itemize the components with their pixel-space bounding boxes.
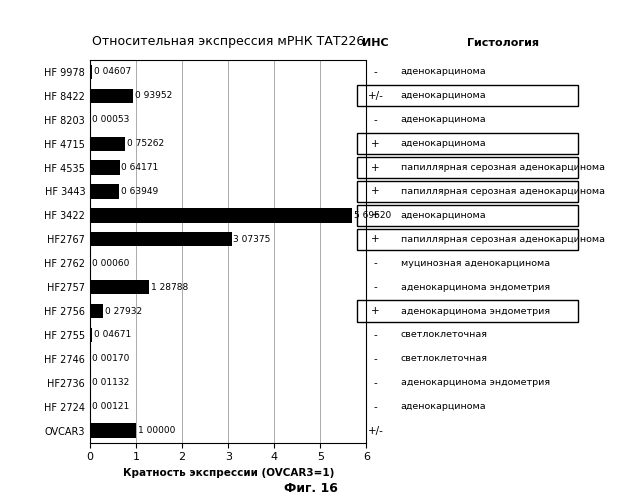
Bar <box>90 160 120 175</box>
Text: 5 69620: 5 69620 <box>354 211 391 220</box>
Text: +: + <box>371 210 380 220</box>
Text: 1 28788: 1 28788 <box>151 282 188 292</box>
Text: 3 07375: 3 07375 <box>233 235 271 244</box>
Text: светлоклеточная: светлоклеточная <box>401 330 487 340</box>
Text: аденокарцинома: аденокарцинома <box>401 402 486 411</box>
Bar <box>90 88 134 103</box>
Text: Относительная экспрессия мРНК ТАТ226: Относительная экспрессия мРНК ТАТ226 <box>92 34 365 48</box>
Text: +: + <box>371 138 380 148</box>
Bar <box>90 208 352 222</box>
Text: Гистология: Гистология <box>467 38 539 48</box>
Text: 0 63949: 0 63949 <box>121 187 158 196</box>
Text: папиллярная серозная аденокарцинома: папиллярная серозная аденокарцинома <box>401 187 605 196</box>
Text: 0 64171: 0 64171 <box>122 163 159 172</box>
Bar <box>90 184 119 198</box>
Text: -: - <box>374 67 378 77</box>
X-axis label: Кратность экспрессии (OVCAR3=1): Кратность экспрессии (OVCAR3=1) <box>122 468 334 478</box>
Text: аденокарцинома эндометрия: аденокарцинома эндометрия <box>401 306 550 316</box>
Bar <box>90 328 92 342</box>
Text: -: - <box>374 258 378 268</box>
Bar <box>90 304 103 318</box>
Text: 0 01132: 0 01132 <box>93 378 130 387</box>
Text: ИНС: ИНС <box>363 38 389 48</box>
Text: Фиг. 16: Фиг. 16 <box>284 482 337 495</box>
Text: +/-: +/- <box>368 91 384 101</box>
Text: +: + <box>371 306 380 316</box>
Text: 0 27932: 0 27932 <box>105 306 142 316</box>
Text: папиллярная серозная аденокарцинома: папиллярная серозная аденокарцинома <box>401 163 605 172</box>
Text: -: - <box>374 330 378 340</box>
Text: 0 04607: 0 04607 <box>94 68 131 76</box>
Text: аденокарцинома: аденокарцинома <box>401 68 486 76</box>
Text: аденокарцинома: аденокарцинома <box>401 211 486 220</box>
Text: 0 00170: 0 00170 <box>92 354 129 364</box>
Text: -: - <box>374 378 378 388</box>
Text: 0 00053: 0 00053 <box>92 116 129 124</box>
Bar <box>90 424 136 438</box>
Text: 0 04671: 0 04671 <box>94 330 131 340</box>
Text: аденокарцинома: аденокарцинома <box>401 116 486 124</box>
Text: 1 00000: 1 00000 <box>138 426 175 435</box>
Text: муцинозная аденокарцинома: муцинозная аденокарцинома <box>401 258 550 268</box>
Text: аденокарцинома эндометрия: аденокарцинома эндометрия <box>401 378 550 387</box>
Text: -: - <box>374 115 378 125</box>
Text: 0 00060: 0 00060 <box>92 258 129 268</box>
Text: аденокарцинома: аденокарцинома <box>401 92 486 100</box>
Bar <box>90 232 232 246</box>
Text: +: + <box>371 162 380 172</box>
Text: светлоклеточная: светлоклеточная <box>401 354 487 364</box>
Text: -: - <box>374 282 378 292</box>
Text: аденокарцинома эндометрия: аденокарцинома эндометрия <box>401 282 550 292</box>
Text: +: + <box>371 186 380 196</box>
Text: 0 00121: 0 00121 <box>92 402 129 411</box>
Text: 0 93952: 0 93952 <box>135 92 173 100</box>
Text: аденокарцинома: аденокарцинома <box>401 139 486 148</box>
Bar <box>90 136 125 151</box>
Text: +/-: +/- <box>368 426 384 436</box>
Text: папиллярная серозная аденокарцинома: папиллярная серозная аденокарцинома <box>401 235 605 244</box>
Text: -: - <box>374 402 378 411</box>
Bar <box>90 65 92 79</box>
Text: -: - <box>374 354 378 364</box>
Text: 0 75262: 0 75262 <box>127 139 164 148</box>
Bar <box>90 280 150 294</box>
Text: +: + <box>371 234 380 244</box>
